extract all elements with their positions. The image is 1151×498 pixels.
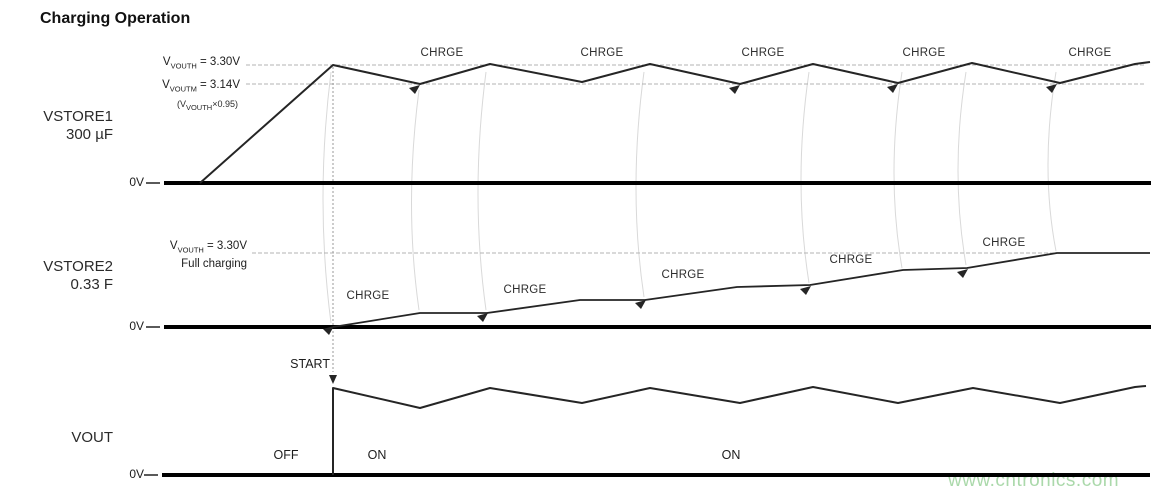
vstore2-signal-label: VSTORE2 0.33 F [0,258,113,294]
vstore1-capacitance: 300 µF [66,126,113,143]
vout-name: VOUT [71,429,113,446]
vstore2-capacitance: 0.33 F [70,276,113,293]
vstore1-chrge-label: CHRGE [902,47,946,59]
vout-signal-label: VOUT [0,429,113,447]
vstore1-chrge-label: CHRGE [1068,47,1112,59]
vstore2-chrge-label: CHRGE [346,290,390,302]
vstore1-voutm-note: (VVOUTH×0.95) [176,99,238,112]
off-label: OFF [273,448,299,462]
vstore1-chrge-label: CHRGE [580,47,624,59]
vstore2-chrge-label: CHRGE [829,254,873,266]
vstore2-chrge-label: CHRGE [661,269,705,281]
vstore2-chrge-label: CHRGE [503,284,547,296]
vstore1-vouth-level-label: VVOUTH = 3.30V [162,56,240,71]
on-label: ON [367,448,387,462]
vstore1-signal-label: VSTORE1 300 µF [0,108,113,144]
vstore2-full-charging-note: Full charging [181,258,247,271]
vstore1-chrge-label: CHRGE [741,47,785,59]
vstore1-chrge-label: CHRGE [420,47,464,59]
vout-zero-label: 0V [129,467,144,481]
vstore2-chrge-label: CHRGE [982,237,1026,249]
vstore1-name: VSTORE1 [43,108,113,125]
vstore1-zero-label: 0V [129,175,144,189]
on-label: ON [721,448,741,462]
vstore1-voutm-level-label: VVOUTM = 3.14V [162,79,240,94]
vstore2-vouth-level-label: VVOUTH = 3.30V Full charging [107,239,247,271]
start-label: START [290,357,330,371]
vstore2-name: VSTORE2 [43,258,113,275]
page-title: Charging Operation [40,10,191,27]
vstore2-zero-label: 0V [129,319,144,333]
